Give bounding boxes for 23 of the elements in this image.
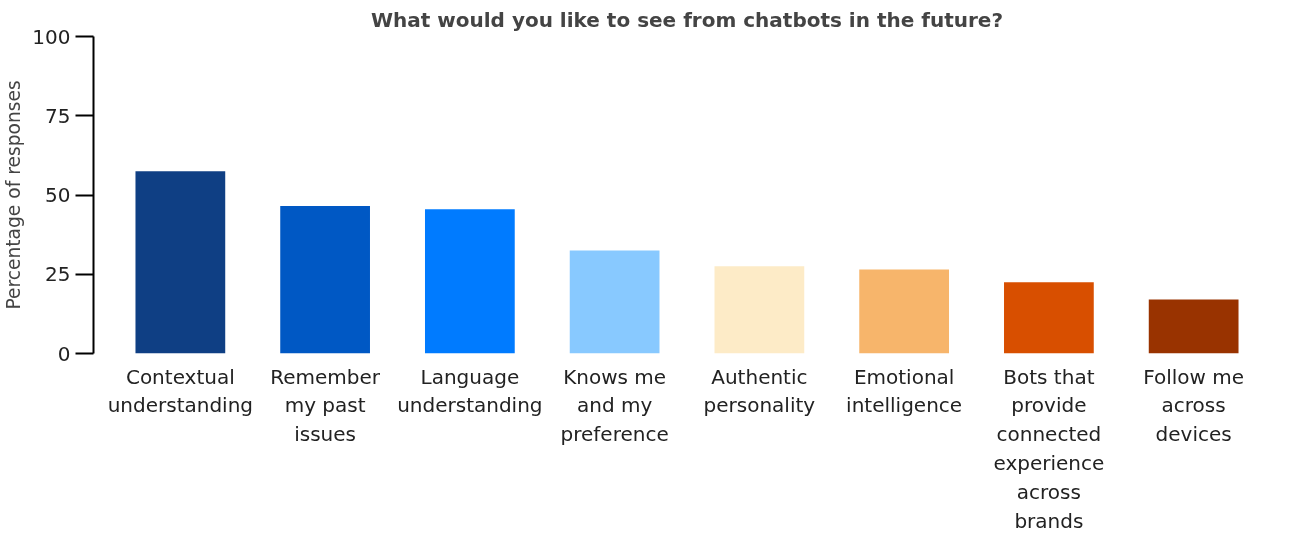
bar (1004, 282, 1094, 354)
bar (424, 209, 515, 354)
x-tick-label: Remember my past issues (270, 364, 381, 447)
y-tick-label: 50 (45, 183, 71, 207)
bar (569, 250, 660, 354)
x-tick-label: Knows me and my preference (560, 364, 669, 447)
x-tick-label: Emotional intelligence (846, 364, 963, 418)
y-tick-label: 75 (45, 103, 71, 128)
y-tick-label: 25 (45, 262, 71, 287)
bar (135, 171, 226, 354)
x-tick-label: Contextual understanding (107, 364, 254, 418)
y-tick-label: 100 (32, 24, 71, 49)
bar (1148, 299, 1239, 354)
chart-title: What would you like to see from chatbots in the future? (370, 7, 1004, 32)
y-tick-label: 0 (57, 341, 71, 366)
bar (859, 269, 950, 354)
y-axis-title: Percentage of responses (3, 80, 25, 310)
bar (280, 206, 370, 354)
x-tick-label: Language understanding (397, 364, 543, 418)
x-tick-label: Bots that provide connected experience across brands (993, 364, 1105, 533)
bar (714, 266, 805, 354)
x-tick-label: Follow me across devices (1143, 364, 1245, 447)
x-tick-label: Authentic personality (703, 364, 816, 418)
